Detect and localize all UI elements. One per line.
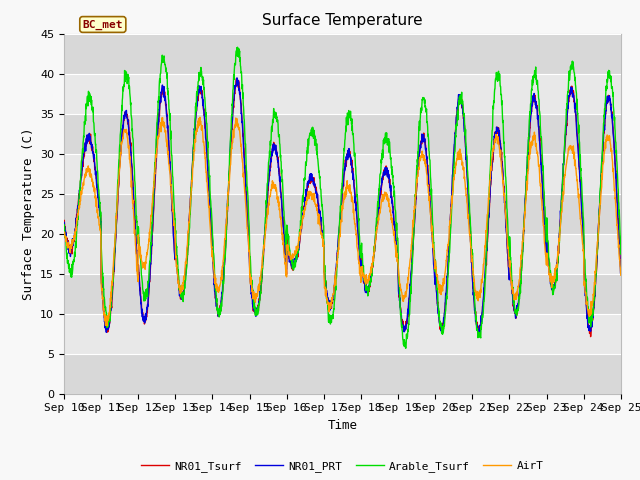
Arable_Tsurf <box>505 240 513 246</box>
Bar <box>64 73 621 114</box>
Arable_Tsurf <box>359 260 367 266</box>
NR01_Tsurf <box>371 248 379 253</box>
Bar <box>64 193 621 234</box>
Text: BC_met: BC_met <box>83 19 123 30</box>
AirT <box>371 241 379 247</box>
NR01_Tsurf <box>216 310 223 315</box>
NR01_Tsurf <box>359 269 367 275</box>
Arable_Tsurf <box>568 63 576 69</box>
NR01_Tsurf <box>568 83 575 89</box>
NR01_Tsurf <box>233 75 241 81</box>
Bar <box>64 114 621 154</box>
NR01_PRT <box>233 75 241 81</box>
AirT <box>584 306 591 312</box>
NR01_PRT <box>584 316 591 322</box>
Bar <box>64 274 621 313</box>
Arable_Tsurf <box>60 222 68 228</box>
NR01_PRT <box>371 241 379 247</box>
NR01_PRT <box>617 270 625 276</box>
NR01_Tsurf <box>60 220 68 226</box>
NR01_Tsurf <box>504 264 512 269</box>
AirT <box>568 144 576 150</box>
Bar <box>64 34 621 73</box>
NR01_PRT <box>216 308 223 313</box>
AirT <box>216 283 223 289</box>
Legend: NR01_Tsurf, NR01_PRT, Arable_Tsurf, AirT: NR01_Tsurf, NR01_PRT, Arable_Tsurf, AirT <box>136 457 548 477</box>
AirT <box>196 114 204 120</box>
Arable_Tsurf <box>617 251 625 257</box>
NR01_Tsurf <box>617 265 625 271</box>
NR01_PRT <box>474 331 482 336</box>
Line: NR01_PRT: NR01_PRT <box>64 78 621 334</box>
Title: Surface Temperature: Surface Temperature <box>262 13 422 28</box>
AirT <box>505 255 513 261</box>
AirT <box>60 229 68 235</box>
Arable_Tsurf <box>371 242 379 248</box>
Bar <box>64 154 621 193</box>
Bar <box>64 234 621 274</box>
AirT <box>359 270 367 276</box>
NR01_PRT <box>505 267 513 273</box>
Arable_Tsurf <box>234 44 241 50</box>
NR01_Tsurf <box>587 334 595 339</box>
Line: NR01_Tsurf: NR01_Tsurf <box>64 78 621 336</box>
NR01_Tsurf <box>584 311 591 316</box>
NR01_PRT <box>60 222 68 228</box>
X-axis label: Time: Time <box>328 419 357 432</box>
Arable_Tsurf <box>216 314 223 320</box>
AirT <box>617 272 625 278</box>
Line: Arable_Tsurf: Arable_Tsurf <box>64 47 621 348</box>
NR01_PRT <box>359 272 367 277</box>
Y-axis label: Surface Temperature (C): Surface Temperature (C) <box>22 127 35 300</box>
Bar <box>64 354 621 394</box>
Arable_Tsurf <box>584 296 591 301</box>
Arable_Tsurf <box>402 346 410 351</box>
AirT <box>103 323 111 329</box>
Line: AirT: AirT <box>64 117 621 326</box>
NR01_PRT <box>568 85 576 91</box>
Bar <box>64 313 621 354</box>
